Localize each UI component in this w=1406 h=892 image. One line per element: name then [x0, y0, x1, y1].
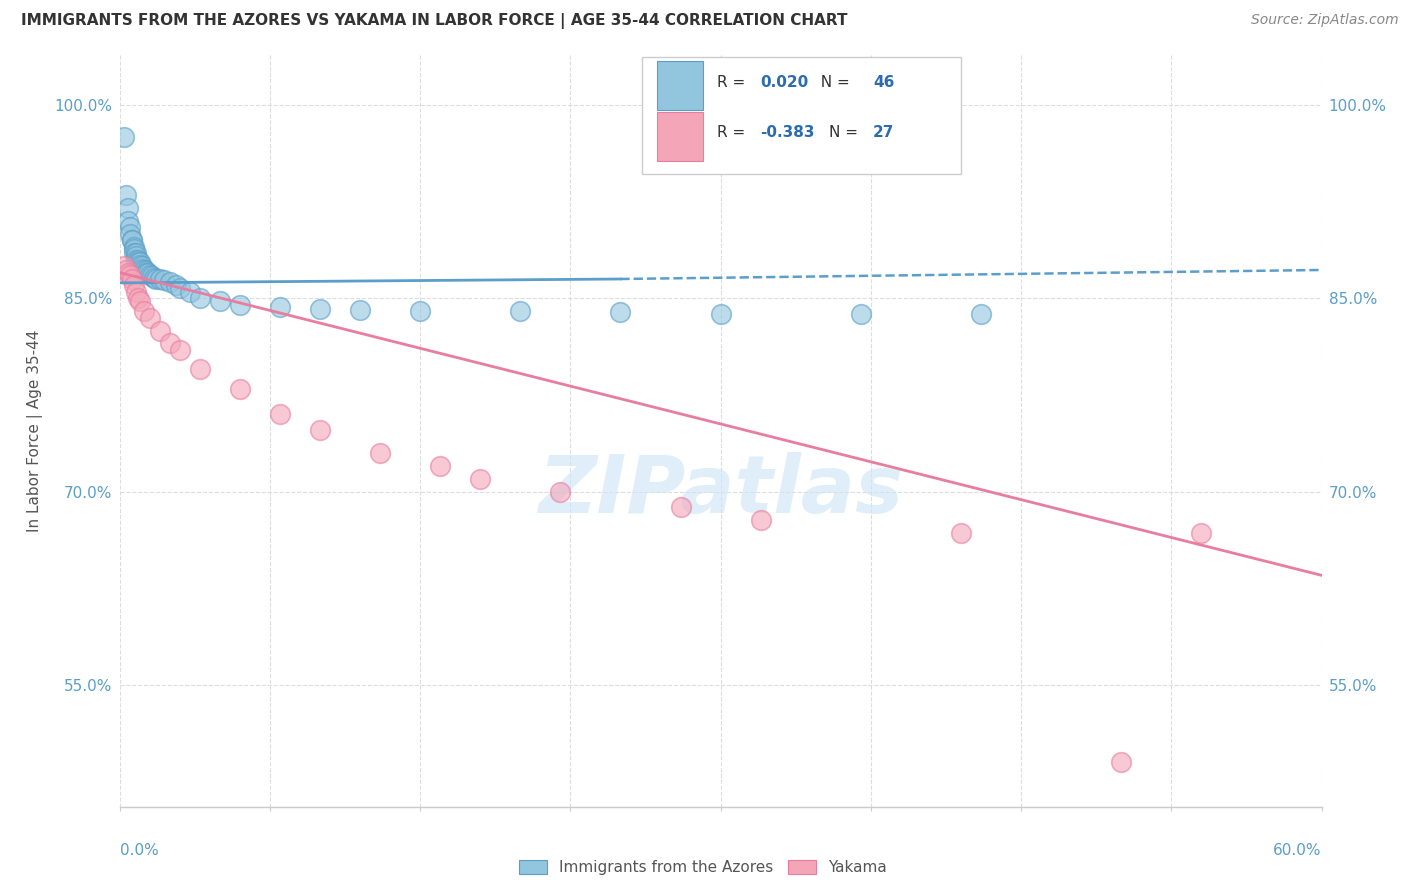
Point	[1191, 525, 1213, 540]
FancyBboxPatch shape	[657, 112, 703, 161]
Point	[135, 266, 157, 280]
Point	[429, 458, 451, 473]
Point	[138, 268, 160, 282]
Point	[849, 307, 872, 321]
Text: -0.383: -0.383	[761, 125, 814, 140]
Point	[132, 263, 155, 277]
Point	[118, 268, 141, 282]
Point	[141, 269, 163, 284]
Text: N =: N =	[828, 125, 863, 140]
Point	[121, 233, 143, 247]
Legend: Immigrants from the Azores, Yakama: Immigrants from the Azores, Yakama	[515, 855, 891, 880]
Point	[142, 270, 165, 285]
Text: 46: 46	[873, 75, 894, 90]
Point	[149, 272, 172, 286]
Point	[709, 307, 731, 321]
Point	[117, 214, 139, 228]
Point	[368, 446, 391, 460]
Text: 60.0%: 60.0%	[1274, 843, 1322, 858]
Point	[121, 233, 143, 247]
Point	[269, 407, 291, 421]
Y-axis label: In Labor Force | Age 35-44: In Labor Force | Age 35-44	[28, 329, 44, 532]
Point	[117, 266, 139, 280]
Point	[152, 273, 174, 287]
Point	[149, 324, 172, 338]
Point	[970, 307, 993, 321]
Point	[1111, 755, 1133, 769]
Point	[169, 343, 191, 357]
Point	[124, 252, 146, 267]
Point	[269, 301, 291, 315]
Point	[132, 304, 155, 318]
Point	[124, 285, 146, 299]
Text: 27: 27	[873, 125, 894, 140]
Point	[135, 264, 157, 278]
Point	[122, 240, 145, 254]
Point	[114, 263, 136, 277]
Point	[112, 259, 135, 273]
Point	[122, 278, 145, 293]
Point	[950, 525, 973, 540]
Point	[122, 243, 145, 257]
Point	[309, 423, 332, 437]
Point	[128, 293, 150, 308]
Text: Source: ZipAtlas.com: Source: ZipAtlas.com	[1251, 13, 1399, 28]
Text: R =: R =	[717, 75, 749, 90]
Point	[114, 188, 136, 202]
Point	[118, 220, 141, 235]
Point	[127, 252, 149, 267]
Text: 0.0%: 0.0%	[120, 843, 159, 858]
Point	[128, 255, 150, 269]
Point	[131, 259, 153, 273]
Point	[118, 227, 141, 241]
Text: N =: N =	[811, 75, 855, 90]
Point	[124, 246, 146, 260]
Point	[112, 130, 135, 145]
Point	[349, 302, 371, 317]
Point	[309, 301, 332, 316]
Text: R =: R =	[717, 125, 749, 140]
Point	[165, 278, 187, 293]
Point	[208, 293, 231, 308]
Point	[179, 285, 201, 299]
Point	[509, 304, 531, 318]
Point	[117, 201, 139, 215]
Point	[122, 246, 145, 260]
Point	[131, 261, 153, 276]
Point	[145, 272, 167, 286]
Point	[128, 258, 150, 272]
Point	[159, 336, 181, 351]
Point	[124, 249, 146, 263]
Point	[550, 484, 572, 499]
Point	[169, 281, 191, 295]
Point	[228, 298, 252, 312]
Point	[188, 362, 211, 376]
Text: IMMIGRANTS FROM THE AZORES VS YAKAMA IN LABOR FORCE | AGE 35-44 CORRELATION CHAR: IMMIGRANTS FROM THE AZORES VS YAKAMA IN …	[21, 13, 848, 29]
Text: 0.020: 0.020	[761, 75, 808, 90]
Point	[228, 382, 252, 396]
Point	[669, 500, 692, 514]
Text: ZIPatlas: ZIPatlas	[538, 451, 903, 530]
FancyBboxPatch shape	[643, 57, 960, 174]
Point	[749, 513, 772, 527]
Point	[159, 275, 181, 289]
Point	[409, 304, 432, 318]
Point	[121, 272, 143, 286]
Point	[138, 310, 160, 325]
Point	[188, 291, 211, 305]
Point	[127, 291, 149, 305]
Point	[127, 255, 149, 269]
Point	[468, 472, 492, 486]
Point	[136, 266, 159, 280]
FancyBboxPatch shape	[657, 62, 703, 111]
Point	[609, 305, 631, 319]
